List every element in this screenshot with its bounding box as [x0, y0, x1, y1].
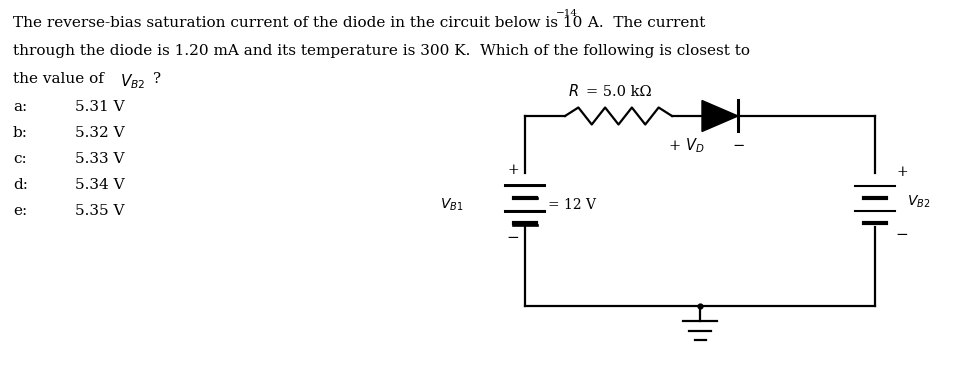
Text: e:: e: [13, 204, 27, 218]
Text: +: + [668, 139, 680, 153]
Text: $V_{B2}$: $V_{B2}$ [907, 194, 930, 210]
Text: a:: a: [13, 100, 27, 114]
Text: = 12 V: = 12 V [548, 198, 596, 212]
Text: +: + [896, 165, 908, 179]
Text: A.  The current: A. The current [583, 16, 706, 30]
Text: 5.32 V: 5.32 V [75, 126, 124, 140]
Text: through the diode is 1.20 mA and its temperature is 300 K.  Which of the followi: through the diode is 1.20 mA and its tem… [13, 44, 750, 58]
Text: b:: b: [13, 126, 28, 140]
Text: 5.34 V: 5.34 V [75, 178, 124, 192]
Text: $R$: $R$ [569, 83, 579, 99]
Text: $V_{B2}$: $V_{B2}$ [120, 72, 145, 91]
Text: c:: c: [13, 152, 27, 166]
Text: −: − [732, 139, 745, 153]
Text: $V_{B1}$: $V_{B1}$ [440, 197, 464, 213]
Text: ?: ? [153, 72, 161, 86]
Text: −: − [895, 228, 909, 242]
Text: −: − [506, 231, 519, 245]
Text: d:: d: [13, 178, 28, 192]
Text: +: + [507, 163, 519, 177]
Text: = 5.0 kΩ: = 5.0 kΩ [585, 85, 651, 99]
Text: 5.33 V: 5.33 V [75, 152, 124, 166]
Text: −14: −14 [556, 9, 577, 19]
Text: 5.31 V: 5.31 V [75, 100, 124, 114]
Text: $V_D$: $V_D$ [685, 137, 705, 155]
Text: The reverse-bias saturation current of the diode in the circuit below is 10: The reverse-bias saturation current of t… [13, 16, 582, 30]
Text: 5.35 V: 5.35 V [75, 204, 124, 218]
Polygon shape [702, 100, 738, 132]
Text: the value of: the value of [13, 72, 109, 86]
